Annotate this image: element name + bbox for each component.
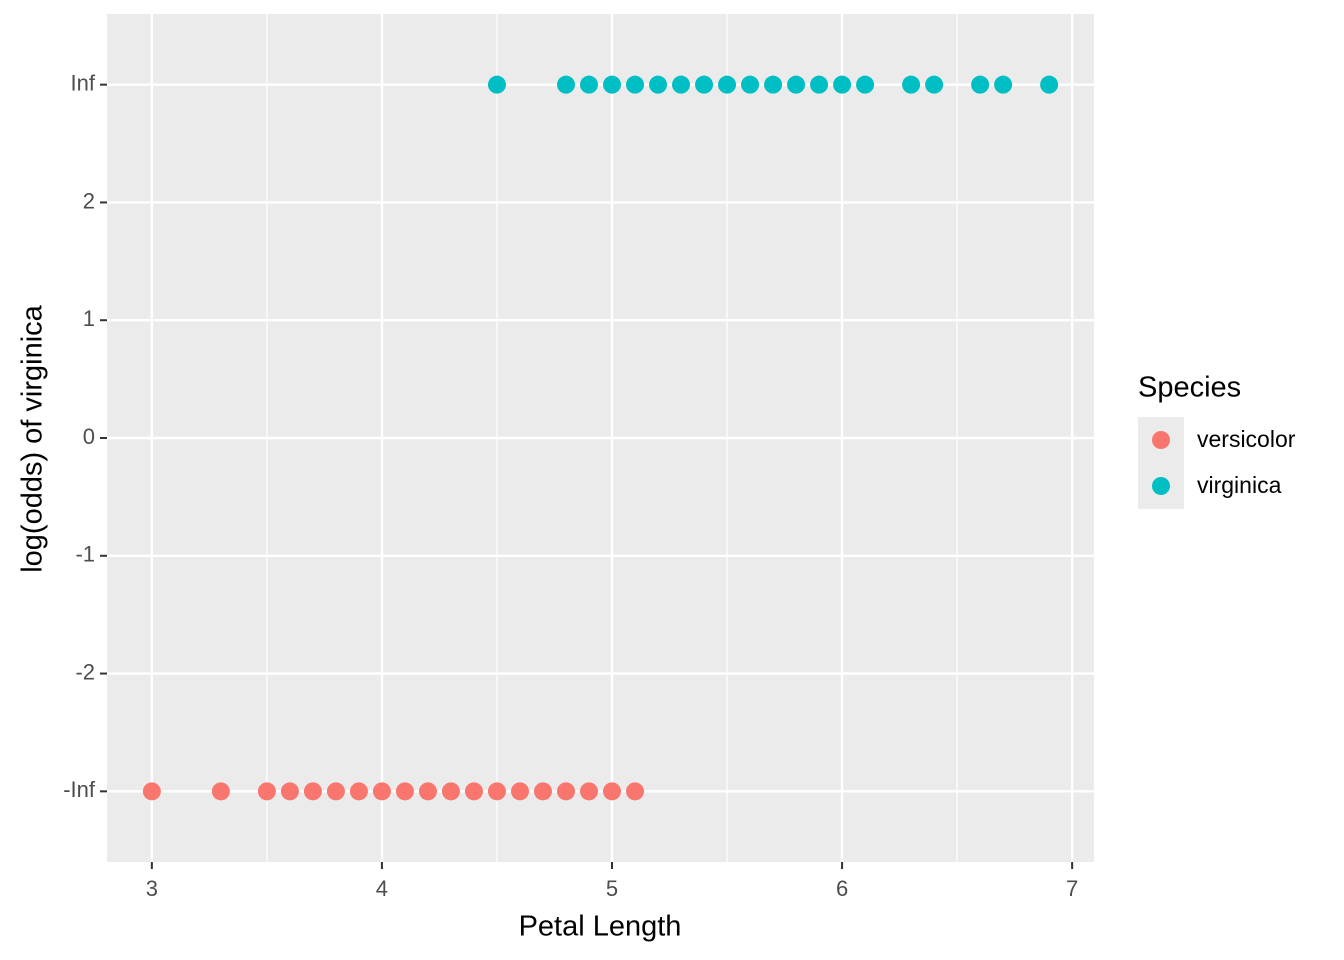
legend-title: Species [1138, 372, 1241, 404]
legend-swatch [1152, 431, 1170, 449]
point [603, 782, 622, 801]
point [626, 75, 645, 94]
point [787, 75, 806, 94]
x-tick-label: 3 [146, 876, 158, 901]
point [1040, 75, 1059, 94]
point [487, 782, 506, 801]
point [579, 75, 598, 94]
point [418, 782, 437, 801]
point [741, 75, 760, 94]
y-tick-label: -1 [75, 542, 95, 567]
point [556, 75, 575, 94]
point [510, 782, 529, 801]
point [833, 75, 852, 94]
y-tick-label: 1 [83, 306, 95, 331]
point [603, 75, 622, 94]
point [971, 75, 990, 94]
point [326, 782, 345, 801]
point [764, 75, 783, 94]
point [257, 782, 276, 801]
x-tick-label: 4 [376, 876, 388, 901]
point [211, 782, 230, 801]
x-axis-title: Petal Length [519, 911, 682, 943]
point [718, 75, 737, 94]
y-tick-label: Inf [71, 70, 96, 95]
point [441, 782, 460, 801]
point [994, 75, 1013, 94]
point [902, 75, 921, 94]
point [487, 75, 506, 94]
point [303, 782, 322, 801]
legend-swatch [1152, 477, 1170, 495]
point [810, 75, 829, 94]
x-tick-label: 7 [1066, 876, 1078, 901]
y-axis-title: log(odds) of virginica [17, 304, 49, 572]
point [695, 75, 714, 94]
point [579, 782, 598, 801]
point [556, 782, 575, 801]
y-tick-label: 0 [83, 424, 95, 449]
point [372, 782, 391, 801]
point [349, 782, 368, 801]
x-tick-label: 5 [606, 876, 618, 901]
x-tick-label: 6 [836, 876, 848, 901]
legend-label: virginica [1197, 472, 1282, 498]
point [280, 782, 299, 801]
y-tick-label: -2 [75, 659, 95, 684]
point [672, 75, 691, 94]
y-tick-label: 2 [83, 188, 95, 213]
point [649, 75, 668, 94]
point [464, 782, 483, 801]
point [142, 782, 161, 801]
point [533, 782, 552, 801]
y-tick-label: -Inf [63, 777, 96, 802]
legend-label: versicolor [1197, 426, 1296, 452]
point [856, 75, 875, 94]
point [395, 782, 414, 801]
point [925, 75, 944, 94]
point [626, 782, 645, 801]
